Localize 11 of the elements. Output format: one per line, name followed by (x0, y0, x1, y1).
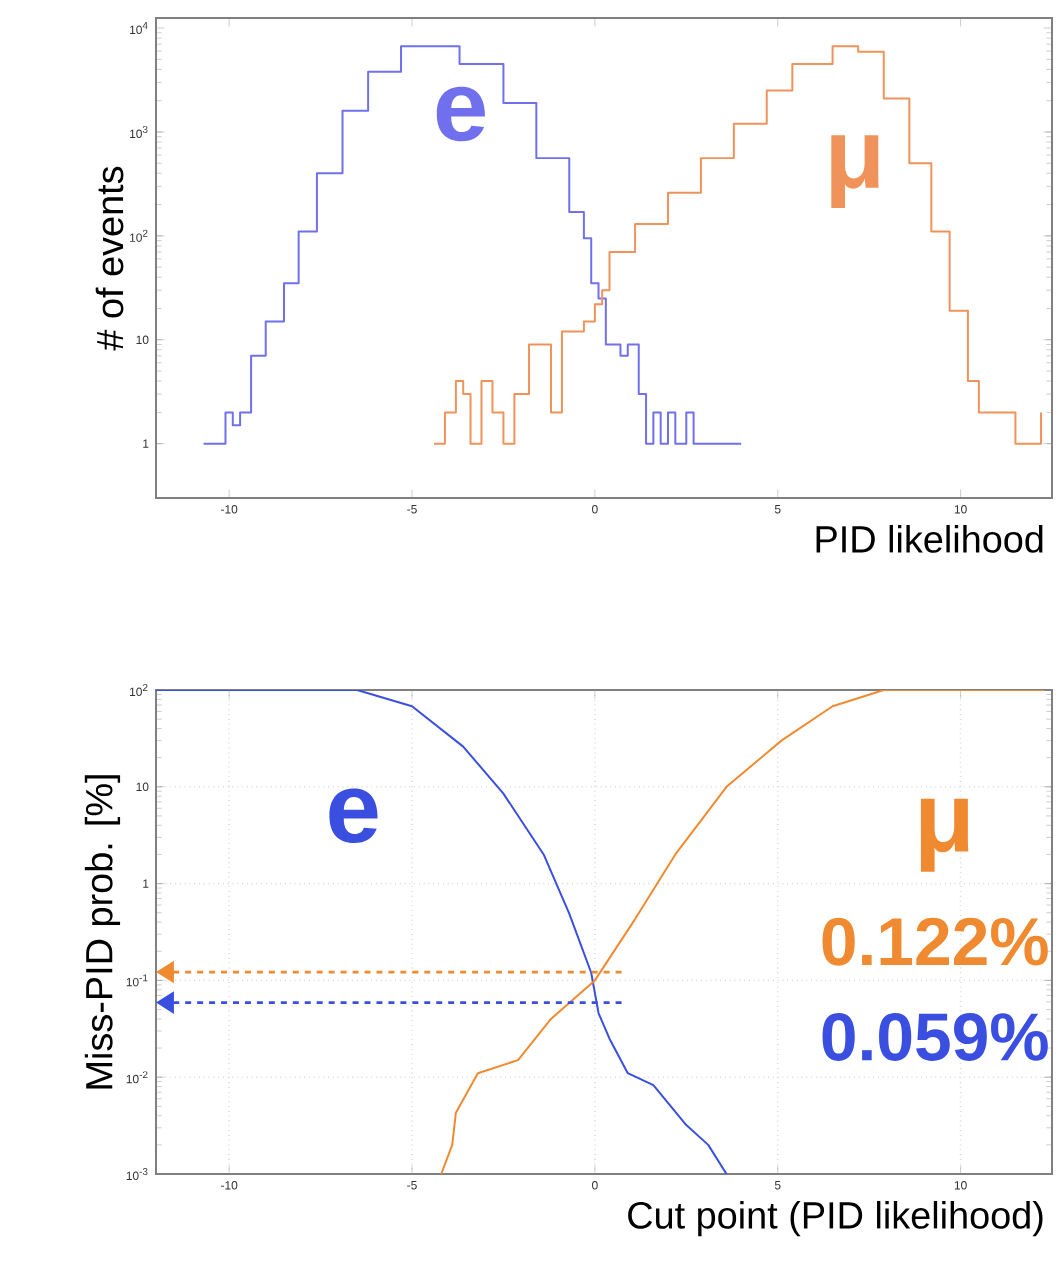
x-axis-title: Cut point (PID likelihood) (628, 1200, 1043, 1237)
ref-line-label: 0.122% (822, 917, 1048, 966)
y-axis-title: # of events (95, 166, 124, 351)
series-label: e (436, 86, 485, 142)
line-series (156, 690, 728, 1175)
ref-line-label: 0.059% (822, 1012, 1048, 1061)
series-label: μ (920, 798, 969, 872)
y-axis-title: Miss-PID prob. [%] (84, 775, 121, 1089)
x-axis-title: PID likelihood (816, 524, 1043, 553)
series-label: μ (831, 135, 879, 209)
series-label: e (329, 788, 378, 844)
